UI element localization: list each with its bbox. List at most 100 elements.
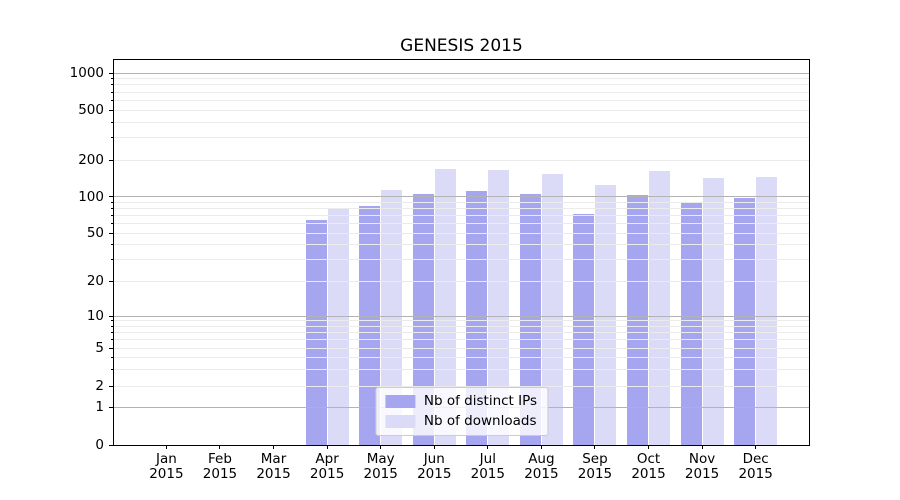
x-tick xyxy=(540,445,542,449)
x-tick-label: Apr 2015 xyxy=(295,452,359,482)
bar-distinct-ips-jul-2015 xyxy=(466,191,488,445)
bar-distinct-ips-apr-2015 xyxy=(305,220,327,445)
bar-downloads-nov-2015 xyxy=(702,177,724,445)
x-tick-year: 2015 xyxy=(631,466,666,482)
y-tick xyxy=(109,72,114,74)
bar-downloads-may-2015 xyxy=(381,190,403,445)
bar-distinct-ips-sep-2015 xyxy=(573,213,595,445)
y-tick xyxy=(109,385,114,387)
x-tick-label: Mar 2015 xyxy=(242,452,306,482)
x-tick xyxy=(326,445,328,449)
y-minor-tick xyxy=(111,137,114,139)
x-tick xyxy=(594,445,596,449)
x-tick-label: Nov 2015 xyxy=(670,452,734,482)
y-tick xyxy=(109,315,114,317)
y-tick-label: 50 xyxy=(86,225,104,241)
y-tick xyxy=(109,196,114,197)
legend-item: Nb of distinct IPs xyxy=(384,393,538,409)
bar-downloads-oct-2015 xyxy=(649,171,671,445)
y-minor-tick xyxy=(111,121,114,123)
x-tick-month: Jun xyxy=(423,451,445,467)
y-minor-tick xyxy=(111,78,114,80)
y-tick xyxy=(109,232,114,234)
legend: Nb of distinct IPs Nb of downloads xyxy=(374,387,549,436)
x-tick-month: Dec xyxy=(742,451,769,467)
y-minor-tick xyxy=(111,320,114,322)
x-tick-year: 2015 xyxy=(363,466,398,482)
bar-distinct-ips-nov-2015 xyxy=(680,202,702,445)
x-tick-month: Oct xyxy=(636,451,661,467)
y-tick-label: 5 xyxy=(95,340,104,356)
chart-title: GENESIS 2015 xyxy=(400,36,523,56)
y-tick xyxy=(109,444,114,446)
x-tick-label: Sep 2015 xyxy=(563,452,627,482)
y-tick xyxy=(109,406,114,408)
x-tick-year: 2015 xyxy=(524,466,559,482)
x-tick-year: 2015 xyxy=(738,466,773,482)
bar-distinct-ips-may-2015 xyxy=(359,206,381,445)
x-tick-label: Dec 2015 xyxy=(724,452,788,482)
bar-downloads-apr-2015 xyxy=(327,208,349,445)
y-minor-tick xyxy=(111,325,114,327)
y-tick-label: 200 xyxy=(78,152,104,168)
bar-distinct-ips-dec-2015 xyxy=(734,198,756,445)
bar-downloads-jun-2015 xyxy=(434,168,456,445)
y-tick-label: 100 xyxy=(78,188,104,205)
x-tick xyxy=(219,445,221,449)
x-tick-year: 2015 xyxy=(470,466,505,482)
x-tick-month: Jan xyxy=(155,451,177,467)
x-tick-month: May xyxy=(366,451,395,467)
x-tick xyxy=(433,445,435,449)
x-tick xyxy=(380,445,382,449)
x-tick-label: Aug 2015 xyxy=(509,452,573,482)
x-tick-label: Jan 2015 xyxy=(134,452,198,482)
x-tick-label: Jun 2015 xyxy=(402,452,466,482)
legend-label: Nb of distinct IPs xyxy=(423,393,538,409)
y-minor-tick xyxy=(111,368,114,370)
plot-area: 0 1 2 5 10 20 50 100 200 500 1000 Jan 2015 Feb 2015 Mar… xyxy=(70,59,810,482)
x-tick xyxy=(273,445,275,449)
bar-downloads-jul-2015 xyxy=(488,170,510,445)
y-tick-label: 1000 xyxy=(69,65,104,81)
x-tick-year: 2015 xyxy=(256,466,291,482)
y-minor-tick xyxy=(111,99,114,101)
x-tick-label: May 2015 xyxy=(349,452,413,482)
y-minor-tick xyxy=(111,222,114,224)
y-minor-tick xyxy=(111,259,114,261)
x-tick-month: Apr xyxy=(315,451,339,467)
x-tick-label: Jul 2015 xyxy=(456,452,520,482)
legend-label: Nb of downloads xyxy=(423,413,537,429)
x-tick-month: Mar xyxy=(260,451,287,467)
x-tick xyxy=(487,445,489,449)
x-tick-year: 2015 xyxy=(149,466,184,482)
y-tick xyxy=(109,280,114,282)
legend-swatch-distinct-ips xyxy=(384,395,415,408)
y-tick-label: 2 xyxy=(95,378,104,394)
x-tick-year: 2015 xyxy=(577,466,613,482)
y-minor-tick xyxy=(111,214,114,216)
y-minor-tick xyxy=(111,84,114,86)
y-minor-tick xyxy=(111,356,114,358)
x-tick-label: Oct 2015 xyxy=(617,452,681,482)
y-minor-tick xyxy=(111,201,114,203)
legend-swatch-downloads xyxy=(384,415,415,428)
x-tick xyxy=(755,445,757,449)
legend-item: Nb of downloads xyxy=(384,413,537,429)
x-tick xyxy=(701,445,703,449)
bar-downloads-aug-2015 xyxy=(541,174,563,445)
bar-downloads-sep-2015 xyxy=(595,185,617,445)
y-minor-tick xyxy=(111,339,114,341)
bar-distinct-ips-aug-2015 xyxy=(519,194,541,445)
x-tick-year: 2015 xyxy=(684,466,720,482)
x-tick-year: 2015 xyxy=(417,466,452,482)
bar-distinct-ips-oct-2015 xyxy=(627,195,649,445)
y-tick-label: 500 xyxy=(78,102,104,118)
x-tick-month: Nov xyxy=(688,451,716,467)
y-tick-label: 10 xyxy=(86,308,104,324)
x-tick-month: Aug xyxy=(528,451,555,467)
y-tick-label: 0 xyxy=(95,437,104,453)
y-tick-label: 1 xyxy=(95,399,104,415)
x-tick-month: Feb xyxy=(208,451,232,467)
y-minor-tick xyxy=(111,244,114,246)
